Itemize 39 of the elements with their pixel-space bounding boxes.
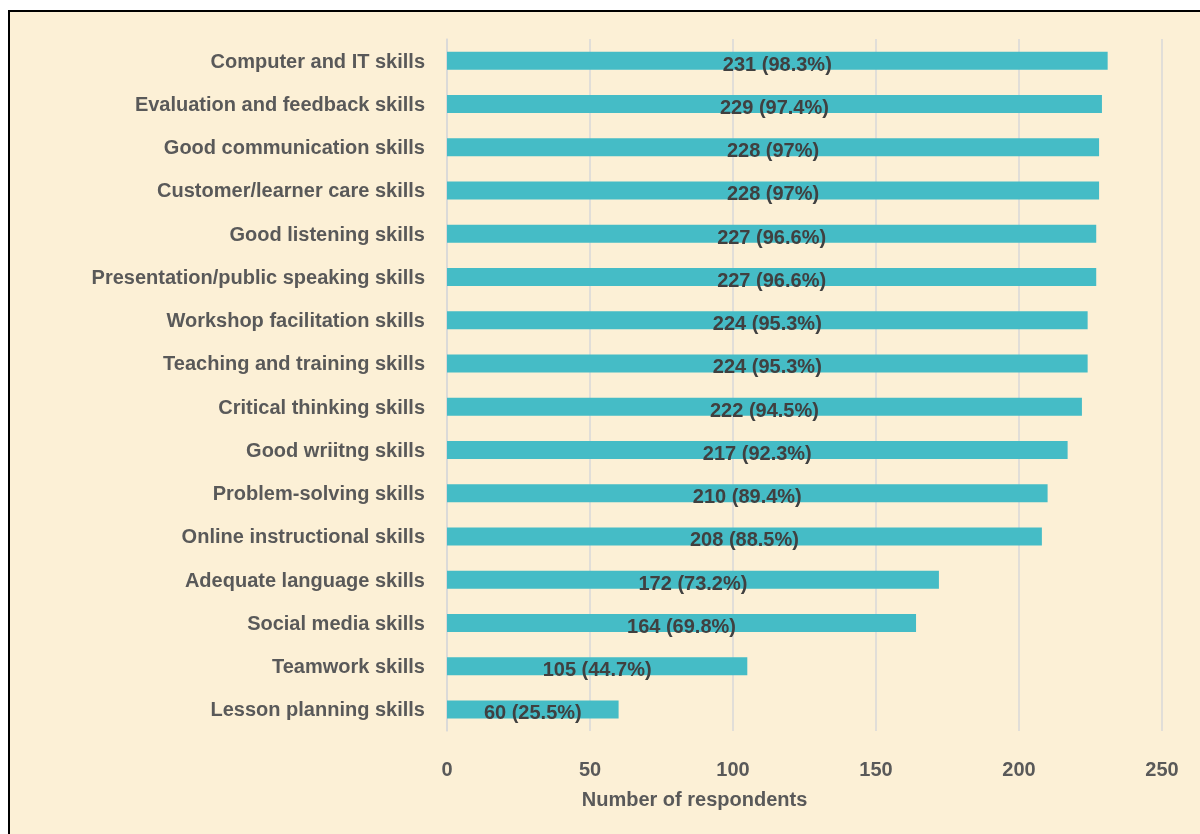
x-tick-label: 200: [1002, 758, 1036, 780]
y-tick-label: Evaluation and feedback skills: [134, 92, 425, 115]
data-label: 224 (95.3%): [712, 355, 822, 378]
y-tick-label: Good listening skills: [229, 222, 425, 245]
y-tick-label: Critical thinking skills: [218, 395, 425, 418]
x-tick-label: 0: [441, 758, 453, 780]
y-tick-label: Computer and IT skills: [210, 49, 425, 72]
y-tick-label: Problem-solving skills: [212, 482, 425, 505]
data-label: 172 (73.2%): [638, 571, 748, 594]
x-tick-label: 100: [716, 758, 750, 780]
data-label: 224 (95.3%): [712, 312, 822, 335]
data-label: 60 (25.5%): [483, 701, 582, 724]
y-tick-label: Teamwork skills: [271, 655, 425, 678]
y-tick-label: Customer/learner care skills: [157, 179, 425, 202]
data-label: 217 (92.3%): [702, 441, 812, 464]
data-label: 229 (97.4%): [719, 95, 829, 118]
data-label: 164 (69.8%): [627, 614, 736, 637]
data-label: 222 (94.5%): [709, 398, 819, 421]
data-label: 231 (98.3%): [722, 52, 832, 75]
data-label: 228 (97%): [726, 139, 820, 162]
y-tick-label: Good communication skills: [163, 136, 425, 159]
data-label: 227 (96.6%): [717, 225, 827, 248]
y-tick-label: Social media skills: [247, 611, 425, 634]
y-tick-label: Adequate language skills: [184, 568, 425, 591]
y-tick-label: Lesson planning skills: [210, 698, 425, 721]
x-tick-label: 50: [578, 758, 602, 780]
x-tick-label: 150: [859, 758, 893, 780]
y-tick-label: Presentation/public speaking skills: [91, 265, 425, 288]
x-axis-title: Number of respondents: [581, 788, 808, 810]
data-label: 228 (97%): [726, 182, 820, 205]
x-tick-label: 250: [1145, 758, 1179, 780]
data-label: 227 (96.6%): [717, 268, 827, 291]
data-label: 210 (89.4%): [692, 485, 802, 508]
data-label: 105 (44.7%): [542, 658, 652, 681]
y-tick-label: Teaching and training skills: [163, 352, 425, 375]
data-label: 208 (88.5%): [689, 528, 799, 551]
y-tick-label: Online instructional skills: [181, 525, 425, 548]
y-tick-label: Workshop facilitation skills: [166, 309, 425, 332]
y-tick-label: Good wriitng skills: [246, 438, 425, 461]
